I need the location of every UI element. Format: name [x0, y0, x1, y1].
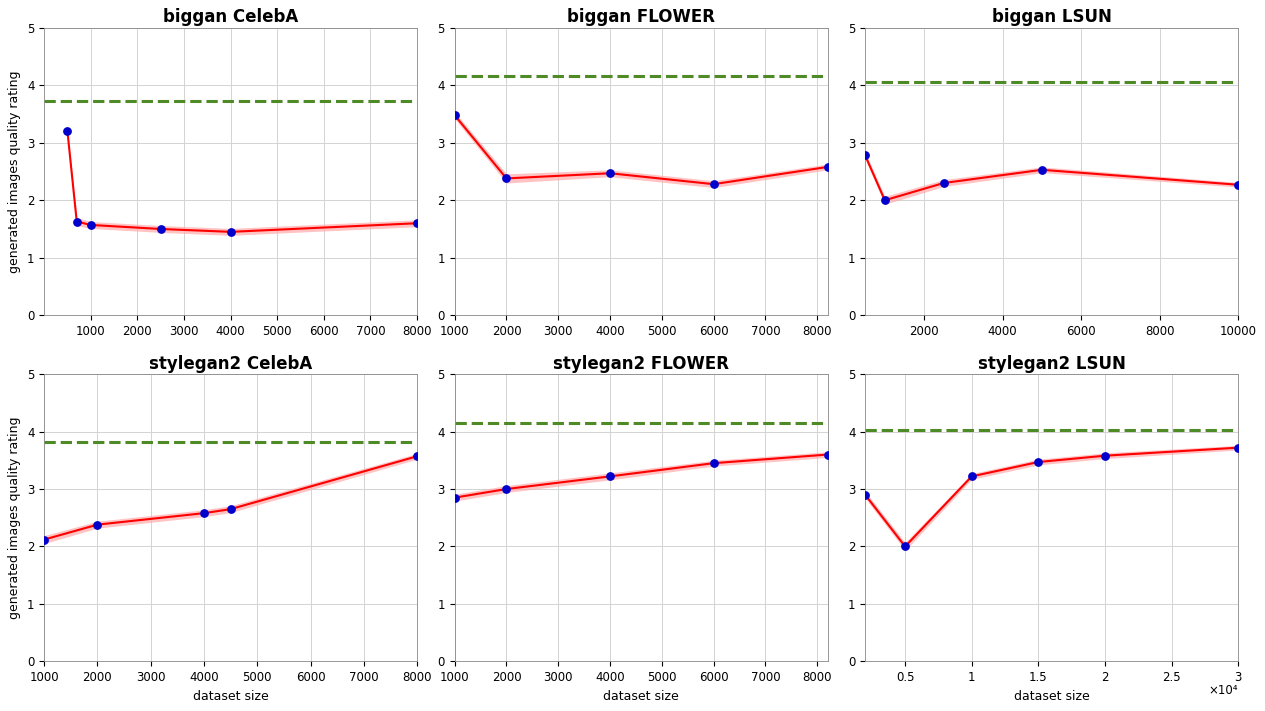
Point	[81, 219, 101, 230]
Point	[855, 150, 875, 161]
Title: biggan LSUN: biggan LSUN	[992, 9, 1112, 26]
Point	[407, 218, 428, 229]
Point	[874, 195, 894, 206]
Point	[855, 489, 875, 501]
X-axis label: dataset size: dataset size	[1013, 690, 1089, 702]
Point	[600, 168, 620, 179]
Point	[151, 223, 171, 235]
Point	[57, 126, 77, 137]
Title: biggan FLOWER: biggan FLOWER	[567, 9, 715, 26]
Point	[896, 541, 916, 552]
Point	[407, 451, 428, 462]
Point	[961, 471, 982, 482]
Point	[496, 173, 516, 184]
Point	[67, 216, 87, 228]
Y-axis label: generated images quality rating: generated images quality rating	[9, 70, 22, 273]
Text: ×10⁴: ×10⁴	[1208, 685, 1238, 697]
Point	[444, 492, 464, 503]
Point	[1094, 450, 1114, 461]
Point	[934, 177, 954, 188]
Point	[817, 449, 837, 460]
Point	[600, 471, 620, 482]
Point	[1228, 179, 1249, 191]
Point	[220, 226, 240, 237]
Point	[703, 457, 724, 469]
Title: biggan CelebA: biggan CelebA	[163, 9, 299, 26]
Point	[1032, 164, 1052, 176]
Title: stylegan2 FLOWER: stylegan2 FLOWER	[553, 355, 729, 373]
Point	[220, 503, 240, 515]
Title: stylegan2 LSUN: stylegan2 LSUN	[978, 355, 1126, 373]
Point	[194, 508, 214, 519]
Point	[87, 519, 108, 530]
Point	[444, 109, 464, 121]
X-axis label: dataset size: dataset size	[192, 690, 268, 702]
Point	[34, 534, 54, 545]
Y-axis label: generated images quality rating: generated images quality rating	[9, 417, 22, 619]
Point	[703, 178, 724, 190]
Point	[496, 483, 516, 495]
X-axis label: dataset size: dataset size	[603, 690, 679, 702]
Point	[817, 161, 837, 173]
Point	[1028, 456, 1049, 468]
Point	[1228, 442, 1249, 454]
Title: stylegan2 CelebA: stylegan2 CelebA	[149, 355, 312, 373]
